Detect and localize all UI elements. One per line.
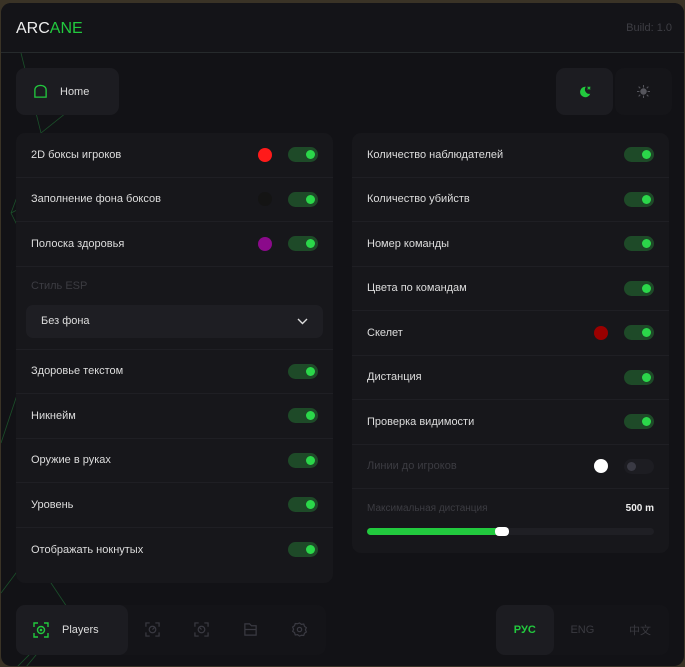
setting-row: Заполнение фона боксов: [16, 178, 333, 222]
setting-label: Никнейм: [31, 409, 76, 422]
chevron-down-icon: [297, 318, 308, 324]
setting-row: Цвета по командам: [352, 267, 669, 311]
setting-label: Скелет: [367, 326, 403, 339]
toggle-switch[interactable]: [624, 280, 654, 296]
gear-icon[interactable]: [292, 622, 307, 637]
build-version: Build: 1.0: [626, 22, 672, 34]
esp-style-value: Без фона: [41, 315, 90, 327]
setting-label: Номер команды: [367, 237, 450, 250]
language-switcher: РУС ENG 中文: [496, 605, 669, 655]
toggle-switch[interactable]: [288, 452, 318, 468]
setting-label: Оружие в руках: [31, 454, 111, 467]
moon-icon: [579, 85, 591, 97]
toggle-switch[interactable]: [288, 363, 318, 379]
toggle-switch[interactable]: [624, 191, 654, 207]
max-distance-setting: Максимальная дистанция 500 m: [352, 503, 669, 536]
setting-label: Цвета по командам: [367, 282, 467, 295]
max-distance-value: 500 m: [625, 503, 654, 514]
setting-row: Отображать нокнутых: [16, 528, 333, 573]
logo-text-white: ARC: [16, 20, 50, 37]
setting-row: Полоска здоровья: [16, 222, 333, 267]
toggle-switch[interactable]: [288, 236, 318, 252]
setting-row: Количество наблюдателей: [352, 133, 669, 178]
setting-row: Дистанция: [352, 356, 669, 400]
bottom-nav: Players: [16, 605, 326, 655]
slider-handle[interactable]: [494, 527, 509, 536]
color-picker-swatch[interactable]: [594, 325, 608, 340]
setting-row: 2D боксы игроков: [16, 133, 333, 178]
setting-label: Линии до игроков: [367, 460, 457, 473]
light-theme-button[interactable]: [615, 68, 672, 115]
slider-fill: [367, 528, 502, 535]
home-button[interactable]: Home: [16, 68, 119, 115]
color-picker-swatch[interactable]: [594, 459, 608, 474]
color-picker-swatch[interactable]: [258, 192, 272, 207]
toggle-switch[interactable]: [624, 325, 654, 341]
right-settings-panel: Количество наблюдателей Количество убийст…: [352, 133, 669, 553]
setting-row: Оружие в руках: [16, 439, 333, 483]
toggle-switch[interactable]: [624, 458, 654, 474]
esp-style-label: Стиль ESP: [31, 279, 88, 292]
setting-label: Заполнение фона боксов: [31, 193, 161, 206]
home-label: Home: [60, 85, 90, 98]
dark-theme-button[interactable]: [556, 68, 613, 115]
lang-eng[interactable]: ENG: [570, 624, 595, 636]
color-picker-swatch[interactable]: [258, 147, 272, 162]
aim-icon[interactable]: [194, 622, 209, 637]
sun-icon: [637, 85, 650, 98]
toggle-switch[interactable]: [288, 497, 318, 513]
logo: ARCANE: [16, 20, 83, 38]
setting-row: Скелет: [352, 311, 669, 356]
color-picker-swatch[interactable]: [258, 236, 272, 251]
setting-label: Здоровье текстом: [31, 365, 124, 378]
toggle-switch[interactable]: [624, 414, 654, 430]
setting-label: 2D боксы игроков: [31, 148, 122, 161]
toggle-switch[interactable]: [288, 542, 318, 558]
logo-text-green: ANE: [49, 20, 83, 37]
setting-row: Количество убийств: [352, 178, 669, 222]
toggle-switch[interactable]: [624, 147, 654, 163]
toggle-switch[interactable]: [288, 147, 318, 163]
setting-label: Отображать нокнутых: [31, 543, 144, 556]
home-icon: [34, 84, 47, 98]
app-window: ARCANE Build: 1.0 Home 2D боксы игроков З…: [1, 3, 684, 666]
radar-icon[interactable]: [145, 622, 160, 637]
toggle-switch[interactable]: [624, 369, 654, 385]
lang-chinese[interactable]: 中文: [628, 625, 651, 637]
setting-label: Количество убийств: [367, 193, 470, 206]
setting-label: Проверка видимости: [367, 415, 475, 428]
players-label: Players: [62, 624, 99, 636]
setting-label: Количество наблюдателей: [367, 148, 504, 161]
setting-row: Номер команды: [352, 222, 669, 267]
max-distance-label: Максимальная дистанция: [367, 503, 488, 514]
nav-players-button[interactable]: Players: [16, 605, 128, 655]
setting-label: Уровень: [31, 498, 74, 511]
toggle-switch[interactable]: [624, 236, 654, 252]
toggle-switch[interactable]: [288, 191, 318, 207]
players-icon: [33, 622, 49, 638]
esp-style-dropdown[interactable]: Без фона: [26, 304, 323, 338]
setting-label: Дистанция: [367, 371, 422, 384]
left-settings-panel: 2D боксы игроков Заполнение фона боксов По…: [16, 133, 333, 583]
header: ARCANE Build: 1.0: [1, 3, 684, 53]
folder-icon[interactable]: [243, 622, 258, 637]
max-distance-slider[interactable]: [367, 527, 654, 536]
setting-row: Уровень: [16, 483, 333, 528]
setting-label: Полоска здоровья: [31, 237, 125, 250]
setting-row: Линии до игроков: [352, 445, 669, 489]
lang-rus[interactable]: РУС: [496, 605, 554, 655]
toggle-switch[interactable]: [288, 408, 318, 424]
setting-row: Проверка видимости: [352, 400, 669, 445]
setting-row: Здоровье текстом: [16, 350, 333, 394]
setting-row: Никнейм: [16, 394, 333, 439]
